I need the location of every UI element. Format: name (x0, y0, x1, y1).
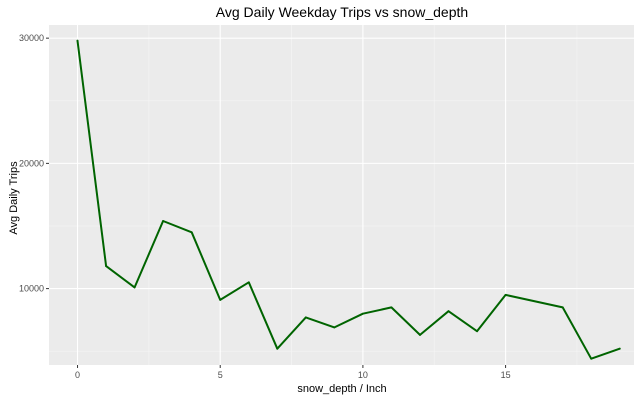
data-point (476, 330, 478, 333)
data-point (561, 306, 564, 309)
data-point (133, 286, 136, 289)
data-point (190, 231, 193, 234)
y-tick-label: 10000 (19, 284, 44, 294)
data-point (219, 298, 222, 301)
x-tick-label: 10 (358, 370, 368, 380)
data-point (247, 281, 250, 284)
data-point (362, 312, 364, 315)
grid-lines (49, 25, 634, 365)
data-point (76, 39, 79, 42)
axis-ticks: 0 5 10 15 10000 20000 30000 (19, 33, 511, 380)
y-axis-title: Avg Daily Trips (8, 161, 20, 235)
data-point (390, 306, 393, 309)
data-point (419, 334, 421, 336)
data-point (276, 347, 279, 350)
data-point (447, 310, 450, 313)
y-tick-label: 30000 (19, 33, 44, 43)
series-layer (76, 39, 621, 360)
data-point (504, 293, 507, 296)
data-point (105, 265, 107, 267)
plot-panel (49, 25, 634, 365)
data-point (333, 326, 336, 329)
y-tick-label: 20000 (19, 158, 44, 168)
data-point (618, 347, 621, 350)
data-point (162, 220, 165, 222)
x-tick-label: 5 (218, 370, 223, 380)
x-tick-label: 0 (75, 370, 80, 380)
x-axis-title: snow_depth / Inch (297, 383, 386, 395)
chart-title: Avg Daily Weekday Trips vs snow_depth (216, 4, 468, 20)
data-point (304, 316, 307, 319)
x-tick-label: 15 (501, 370, 511, 380)
data-point (590, 357, 593, 360)
